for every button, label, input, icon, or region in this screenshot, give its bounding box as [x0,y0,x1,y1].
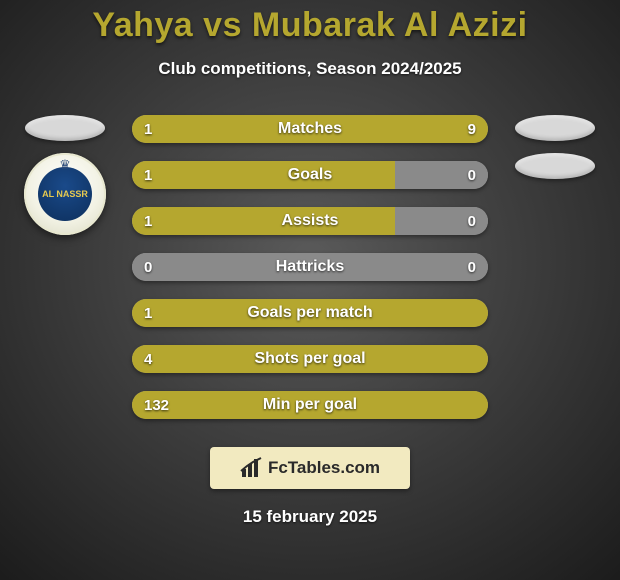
stat-value-left: 1 [144,161,152,189]
stat-value-right: 0 [468,253,476,281]
stat-bar-left [132,391,488,419]
stat-bar-left [132,299,488,327]
comparison-rows: Matches19Goals10Assists10Hattricks00Goal… [132,115,488,419]
stat-row: Shots per goal4 [132,345,488,373]
crown-icon: ♛ [59,157,71,173]
bars-icon [240,457,264,479]
stat-bar-right [132,253,488,281]
right-club-logo [515,115,595,141]
left-club-logo [25,115,105,141]
club-badge-text: AL NASSR [38,167,92,221]
stat-row: Min per goal132 [132,391,488,419]
stat-value-left: 1 [144,299,152,327]
stat-row: Matches19 [132,115,488,143]
left-club-badge: ♛AL NASSR [24,153,106,235]
stat-value-left: 1 [144,207,152,235]
page-subtitle: Club competitions, Season 2024/2025 [0,59,620,79]
stat-bar-right [168,115,488,143]
stat-value-left: 0 [144,253,152,281]
brand-text: FcTables.com [268,458,380,478]
stat-row: Goals10 [132,161,488,189]
brand-badge[interactable]: FcTables.com [210,447,410,489]
right-player-logos [510,115,600,235]
stat-bar-left [132,207,395,235]
left-player-logos: ♛AL NASSR [20,115,110,235]
stat-value-right: 9 [468,115,476,143]
stat-value-right: 0 [468,207,476,235]
stat-bar-left [132,161,395,189]
stat-row: Goals per match1 [132,299,488,327]
stat-value-left: 4 [144,345,152,373]
right-club-logo [515,153,595,179]
stat-value-right: 0 [468,161,476,189]
footer-date: 15 february 2025 [0,507,620,527]
page-title: Yahya vs Mubarak Al Azizi [0,6,620,45]
stat-row: Assists10 [132,207,488,235]
stat-value-left: 132 [144,391,169,419]
stat-value-left: 1 [144,115,152,143]
stat-bar-left [132,345,488,373]
stat-row: Hattricks00 [132,253,488,281]
